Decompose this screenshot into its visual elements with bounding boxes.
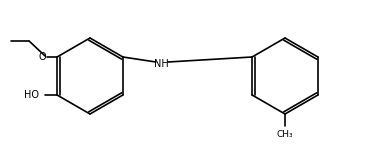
Text: CH₃: CH₃ <box>277 130 293 139</box>
Text: HO: HO <box>24 90 39 100</box>
Text: NH: NH <box>154 59 168 69</box>
Text: O: O <box>38 52 46 62</box>
